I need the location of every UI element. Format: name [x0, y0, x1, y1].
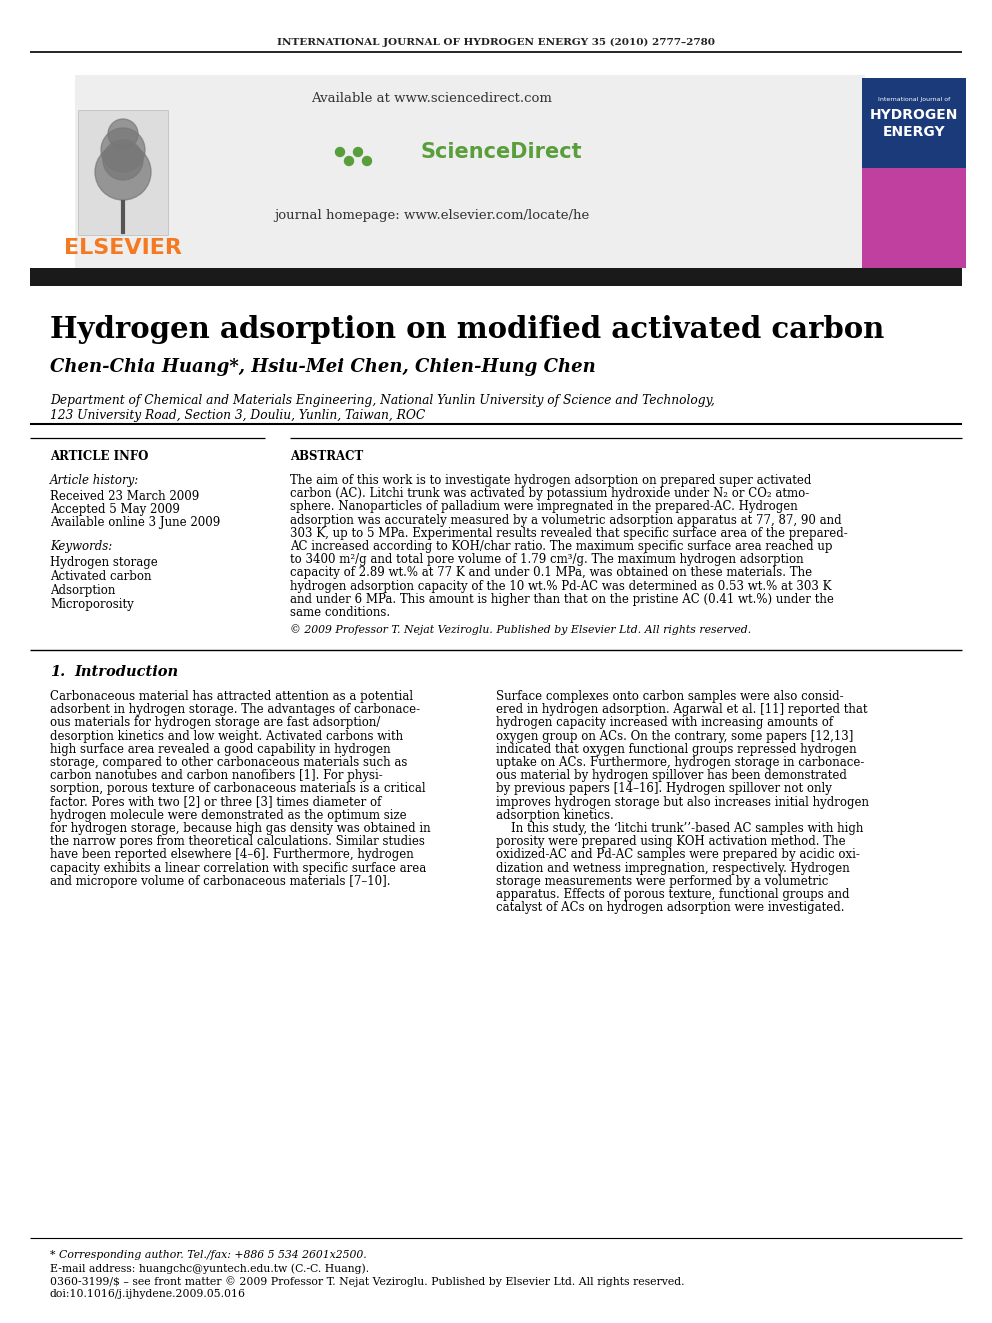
- Text: AC increased according to KOH/char ratio. The maximum specific surface area reac: AC increased according to KOH/char ratio…: [290, 540, 832, 553]
- Text: desorption kinetics and low weight. Activated carbons with: desorption kinetics and low weight. Acti…: [50, 729, 403, 742]
- Text: Carbonaceous material has attracted attention as a potential: Carbonaceous material has attracted atte…: [50, 691, 413, 703]
- Text: Activated carbon: Activated carbon: [50, 570, 152, 583]
- Text: INTERNATIONAL JOURNAL OF HYDROGEN ENERGY 35 (2010) 2777–2780: INTERNATIONAL JOURNAL OF HYDROGEN ENERGY…: [277, 37, 715, 46]
- Text: adsorption kinetics.: adsorption kinetics.: [496, 808, 614, 822]
- Text: sorption, porous texture of carbonaceous materials is a critical: sorption, porous texture of carbonaceous…: [50, 782, 426, 795]
- Text: for hydrogen storage, because high gas density was obtained in: for hydrogen storage, because high gas d…: [50, 822, 431, 835]
- Text: doi:10.1016/j.ijhydene.2009.05.016: doi:10.1016/j.ijhydene.2009.05.016: [50, 1289, 246, 1299]
- Circle shape: [103, 140, 143, 180]
- Text: carbon (AC). Litchi trunk was activated by potassium hydroxide under N₂ or CO₂ a: carbon (AC). Litchi trunk was activated …: [290, 487, 809, 500]
- Text: capacity of 2.89 wt.% at 77 K and under 0.1 MPa, was obtained on these materials: capacity of 2.89 wt.% at 77 K and under …: [290, 566, 812, 579]
- Text: have been reported elsewhere [4–6]. Furthermore, hydrogen: have been reported elsewhere [4–6]. Furt…: [50, 848, 414, 861]
- Text: apparatus. Effects of porous texture, functional groups and: apparatus. Effects of porous texture, fu…: [496, 888, 849, 901]
- Text: uptake on ACs. Furthermore, hydrogen storage in carbonace-: uptake on ACs. Furthermore, hydrogen sto…: [496, 755, 864, 769]
- Text: and under 6 MPa. This amount is higher than that on the pristine AC (0.41 wt.%) : and under 6 MPa. This amount is higher t…: [290, 593, 834, 606]
- Text: storage measurements were performed by a volumetric: storage measurements were performed by a…: [496, 875, 828, 888]
- Text: adsorbent in hydrogen storage. The advantages of carbonace-: adsorbent in hydrogen storage. The advan…: [50, 704, 421, 716]
- Text: 123 University Road, Section 3, Douliu, Yunlin, Taiwan, ROC: 123 University Road, Section 3, Douliu, …: [50, 409, 426, 422]
- Text: ENERGY: ENERGY: [883, 124, 945, 139]
- Text: carbon nanotubes and carbon nanofibers [1]. For physi-: carbon nanotubes and carbon nanofibers […: [50, 769, 383, 782]
- Text: catalyst of ACs on hydrogen adsorption were investigated.: catalyst of ACs on hydrogen adsorption w…: [496, 901, 844, 914]
- Circle shape: [353, 147, 362, 156]
- Text: The aim of this work is to investigate hydrogen adsorption on prepared super act: The aim of this work is to investigate h…: [290, 474, 811, 487]
- Text: journal homepage: www.elsevier.com/locate/he: journal homepage: www.elsevier.com/locat…: [275, 209, 589, 221]
- Text: ous materials for hydrogen storage are fast adsorption/: ous materials for hydrogen storage are f…: [50, 716, 380, 729]
- Text: Available online 3 June 2009: Available online 3 June 2009: [50, 516, 220, 529]
- Circle shape: [108, 119, 138, 149]
- Circle shape: [335, 147, 344, 156]
- Text: ous material by hydrogen spillover has been demonstrated: ous material by hydrogen spillover has b…: [496, 769, 847, 782]
- Text: hydrogen adsorption capacity of the 10 wt.% Pd-AC was determined as 0.53 wt.% at: hydrogen adsorption capacity of the 10 w…: [290, 579, 831, 593]
- Text: porosity were prepared using KOH activation method. The: porosity were prepared using KOH activat…: [496, 835, 845, 848]
- Circle shape: [101, 128, 145, 172]
- Text: Microporosity: Microporosity: [50, 598, 134, 611]
- Text: ered in hydrogen adsorption. Agarwal et al. [11] reported that: ered in hydrogen adsorption. Agarwal et …: [496, 704, 867, 716]
- Text: Chen-Chia Huang*, Hsiu-Mei Chen, Chien-Hung Chen: Chen-Chia Huang*, Hsiu-Mei Chen, Chien-H…: [50, 359, 596, 376]
- Text: indicated that oxygen functional groups repressed hydrogen: indicated that oxygen functional groups …: [496, 742, 857, 755]
- FancyBboxPatch shape: [862, 168, 966, 269]
- Text: storage, compared to other carbonaceous materials such as: storage, compared to other carbonaceous …: [50, 755, 408, 769]
- Text: oxidized-AC and Pd-AC samples were prepared by acidic oxi-: oxidized-AC and Pd-AC samples were prepa…: [496, 848, 860, 861]
- Text: Available at www.sciencedirect.com: Available at www.sciencedirect.com: [311, 91, 553, 105]
- Text: ABSTRACT: ABSTRACT: [290, 450, 363, 463]
- Text: ScienceDirect: ScienceDirect: [420, 142, 581, 161]
- Text: capacity exhibits a linear correlation with specific surface area: capacity exhibits a linear correlation w…: [50, 861, 427, 875]
- Text: ELSEVIER: ELSEVIER: [64, 238, 182, 258]
- Text: the narrow pores from theoretical calculations. Similar studies: the narrow pores from theoretical calcul…: [50, 835, 425, 848]
- Text: HYDROGEN: HYDROGEN: [870, 108, 958, 122]
- Text: hydrogen capacity increased with increasing amounts of: hydrogen capacity increased with increas…: [496, 716, 833, 729]
- Text: improves hydrogen storage but also increases initial hydrogen: improves hydrogen storage but also incre…: [496, 795, 869, 808]
- Text: by previous papers [14–16]. Hydrogen spillover not only: by previous papers [14–16]. Hydrogen spi…: [496, 782, 832, 795]
- Text: E-mail address: huangchc@yuntech.edu.tw (C.-C. Huang).: E-mail address: huangchc@yuntech.edu.tw …: [50, 1263, 369, 1274]
- Text: Department of Chemical and Materials Engineering, National Yunlin University of : Department of Chemical and Materials Eng…: [50, 394, 715, 407]
- Text: hydrogen molecule were demonstrated as the optimum size: hydrogen molecule were demonstrated as t…: [50, 808, 407, 822]
- Text: International Journal of: International Journal of: [878, 98, 950, 102]
- Text: oxygen group on ACs. On the contrary, some papers [12,13]: oxygen group on ACs. On the contrary, so…: [496, 729, 853, 742]
- FancyBboxPatch shape: [78, 110, 168, 235]
- Text: © 2009 Professor T. Nejat Veziroglu. Published by Elsevier Ltd. All rights reser: © 2009 Professor T. Nejat Veziroglu. Pub…: [290, 624, 751, 635]
- Text: Hydrogen storage: Hydrogen storage: [50, 556, 158, 569]
- Text: and micropore volume of carbonaceous materials [7–10].: and micropore volume of carbonaceous mat…: [50, 875, 391, 888]
- Text: Accepted 5 May 2009: Accepted 5 May 2009: [50, 503, 180, 516]
- Text: Introduction: Introduction: [74, 665, 179, 679]
- Text: 1.: 1.: [50, 665, 65, 679]
- Circle shape: [95, 144, 151, 200]
- Text: sphere. Nanoparticles of palladium were impregnated in the prepared-AC. Hydrogen: sphere. Nanoparticles of palladium were …: [290, 500, 798, 513]
- FancyBboxPatch shape: [862, 78, 966, 269]
- Circle shape: [344, 156, 353, 165]
- Circle shape: [362, 156, 371, 165]
- Text: same conditions.: same conditions.: [290, 606, 390, 619]
- Text: In this study, the ‘litchi trunk’’-based AC samples with high: In this study, the ‘litchi trunk’’-based…: [496, 822, 863, 835]
- Text: Received 23 March 2009: Received 23 March 2009: [50, 490, 199, 503]
- Text: ARTICLE INFO: ARTICLE INFO: [50, 450, 149, 463]
- Text: * Corresponding author. Tel./fax: +886 5 534 2601x2500.: * Corresponding author. Tel./fax: +886 5…: [50, 1250, 367, 1259]
- Text: Hydrogen adsorption on modified activated carbon: Hydrogen adsorption on modified activate…: [50, 315, 884, 344]
- Text: high surface area revealed a good capability in hydrogen: high surface area revealed a good capabi…: [50, 742, 391, 755]
- Text: 303 K, up to 5 MPa. Experimental results revealed that specific surface area of : 303 K, up to 5 MPa. Experimental results…: [290, 527, 848, 540]
- Text: Surface complexes onto carbon samples were also consid-: Surface complexes onto carbon samples we…: [496, 691, 843, 703]
- Text: factor. Pores with two [2] or three [3] times diameter of: factor. Pores with two [2] or three [3] …: [50, 795, 381, 808]
- Text: Adsorption: Adsorption: [50, 583, 115, 597]
- FancyBboxPatch shape: [30, 269, 962, 286]
- Text: Article history:: Article history:: [50, 474, 139, 487]
- Text: Keywords:: Keywords:: [50, 540, 112, 553]
- FancyBboxPatch shape: [75, 75, 865, 270]
- Text: 0360-3199/$ – see front matter © 2009 Professor T. Nejat Veziroglu. Published by: 0360-3199/$ – see front matter © 2009 Pr…: [50, 1275, 684, 1287]
- Text: adsorption was accurately measured by a volumetric adsorption apparatus at 77, 8: adsorption was accurately measured by a …: [290, 513, 841, 527]
- Text: dization and wetness impregnation, respectively. Hydrogen: dization and wetness impregnation, respe…: [496, 861, 850, 875]
- Text: to 3400 m²/g and total pore volume of 1.79 cm³/g. The maximum hydrogen adsorptio: to 3400 m²/g and total pore volume of 1.…: [290, 553, 804, 566]
